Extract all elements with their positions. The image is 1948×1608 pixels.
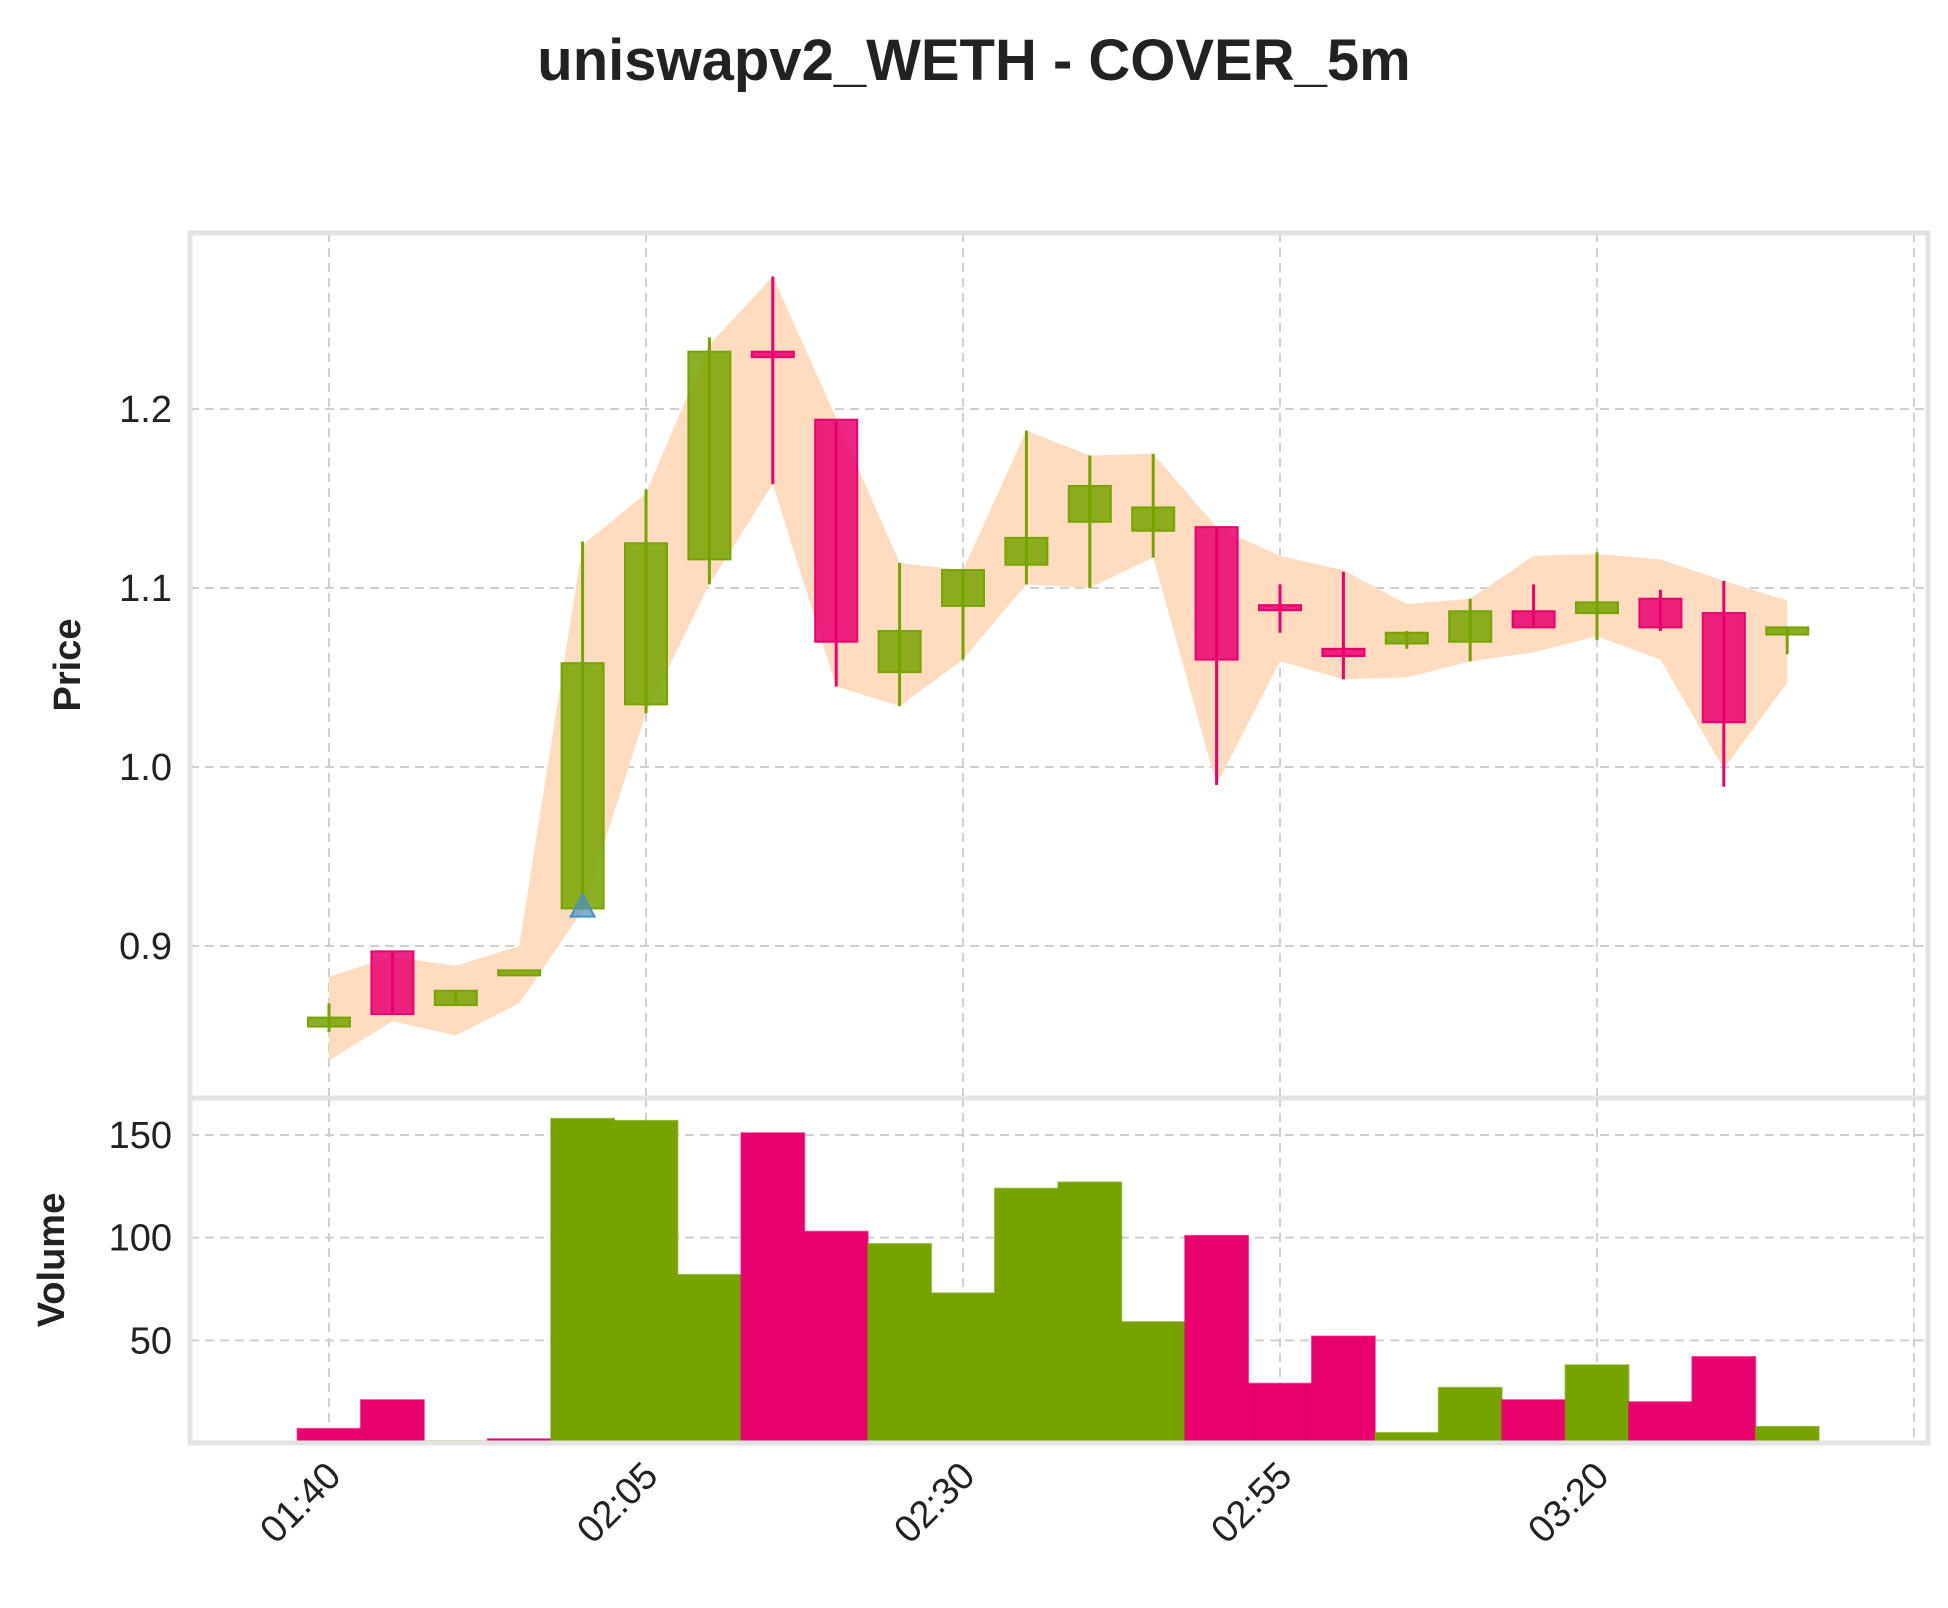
volume-bar — [1691, 1356, 1757, 1444]
candle-body — [1511, 610, 1556, 629]
candle-body — [941, 569, 985, 607]
volume-bar — [1247, 1382, 1313, 1444]
volume-bar — [1501, 1399, 1567, 1444]
candle-body — [1131, 506, 1176, 532]
candle-body — [560, 662, 605, 910]
candle — [1067, 455, 1112, 588]
price-band — [329, 276, 1788, 1061]
candle — [877, 562, 922, 707]
volume-bar — [1120, 1321, 1186, 1444]
volume-tick-labels: 50 100 150 — [109, 1115, 172, 1362]
price-panel: 0.9 1.0 1.1 1.2 Price — [47, 230, 1931, 1101]
candle-body — [814, 418, 859, 643]
volume-bar — [930, 1292, 996, 1444]
candle-body — [624, 542, 668, 706]
volume-bar — [550, 1117, 616, 1444]
volume-tick-label: 150 — [109, 1115, 172, 1157]
volume-bar — [1057, 1181, 1123, 1444]
candle-body — [687, 350, 732, 561]
candle — [687, 337, 732, 585]
candle-body — [877, 629, 922, 674]
candle — [814, 418, 859, 687]
candle — [1575, 552, 1619, 640]
candle — [1448, 598, 1493, 662]
volume-bar — [867, 1243, 933, 1444]
volume-bar — [740, 1132, 806, 1444]
candle — [1511, 584, 1556, 629]
price-tick-label: 1.2 — [119, 389, 172, 431]
candle-body — [1384, 631, 1429, 645]
volume-tick-label: 100 — [109, 1218, 172, 1260]
volume-bar — [613, 1119, 679, 1444]
volume-tick-label: 50 — [130, 1320, 172, 1362]
candle-body — [307, 1016, 351, 1028]
volume-bar — [1310, 1335, 1376, 1444]
x-tick-labels: 01:40 02:05 02:30 02:55 03:20 — [252, 1455, 1617, 1552]
candle — [941, 569, 985, 660]
price-tick-labels: 0.9 1.0 1.1 1.2 — [119, 389, 172, 968]
candle — [307, 1003, 351, 1032]
candle — [1384, 630, 1429, 649]
candle-body — [1448, 610, 1493, 643]
volume-bar — [1627, 1401, 1693, 1444]
volume-bar — [803, 1230, 869, 1444]
candle-body — [1258, 604, 1302, 612]
candle-body — [1701, 612, 1746, 724]
chart-title: uniswapv2_WETH - COVER_5m — [537, 28, 1410, 93]
candle-body — [370, 950, 415, 1016]
x-tick-label: 02:05 — [569, 1455, 666, 1552]
candle-body — [1067, 484, 1112, 523]
candle — [1638, 589, 1683, 631]
candle — [1194, 526, 1239, 785]
x-tick-label: 02:30 — [886, 1455, 983, 1552]
volume-bar — [1184, 1234, 1250, 1444]
volume-bar — [1437, 1386, 1503, 1444]
volume-bar — [993, 1187, 1059, 1444]
price-tick-label: 1.0 — [119, 747, 172, 789]
price-tick-label: 1.1 — [119, 568, 172, 610]
signal-triangle-marker — [568, 892, 597, 918]
volume-bar — [359, 1399, 425, 1444]
candle-body — [1765, 626, 1810, 636]
candle — [1258, 584, 1302, 633]
candle-body — [497, 969, 542, 977]
candle — [750, 276, 795, 485]
candle — [433, 989, 478, 1007]
volume-panel: 50 100 150 Volume — [31, 1095, 1931, 1446]
x-tick-label: 01:40 — [252, 1455, 349, 1552]
volume-bars — [296, 1117, 1820, 1444]
price-axis-label: Price — [47, 619, 89, 712]
candle — [497, 969, 542, 977]
candle — [1004, 430, 1049, 585]
candle-body — [1638, 597, 1683, 629]
price-tick-label: 0.9 — [119, 926, 172, 968]
candle — [1321, 571, 1366, 680]
signal-markers — [568, 892, 597, 918]
candle-body — [433, 989, 478, 1007]
candle — [1765, 626, 1810, 655]
candle — [1131, 453, 1176, 558]
candle — [370, 950, 415, 1016]
candle-body — [1004, 536, 1049, 566]
x-tick-label: 03:20 — [1520, 1455, 1617, 1552]
volume-bar — [676, 1273, 742, 1444]
candles — [307, 276, 1810, 1032]
x-tick-label: 02:55 — [1203, 1455, 1300, 1552]
candle-body — [1321, 647, 1366, 658]
volume-panel-frame — [187, 1095, 1931, 1446]
candle — [560, 541, 605, 910]
candle — [624, 489, 668, 714]
volume-axis-label: Volume — [31, 1193, 73, 1327]
candle-body — [1575, 601, 1619, 615]
candle — [1701, 580, 1746, 787]
candle-body — [1194, 526, 1239, 661]
volume-bar — [1564, 1364, 1630, 1444]
candle-body — [750, 350, 795, 359]
